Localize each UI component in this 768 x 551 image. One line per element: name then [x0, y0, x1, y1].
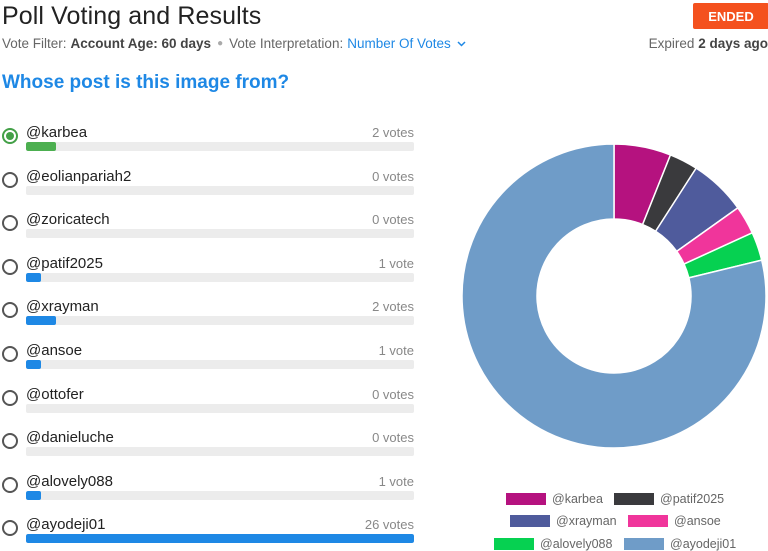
chevron-down-icon	[457, 40, 466, 47]
legend-swatch	[510, 515, 550, 527]
poll-option[interactable]: @karbea 2 votes	[0, 120, 420, 160]
vote-progress-track	[26, 403, 414, 413]
option-label: @danieluche	[26, 429, 114, 447]
poll-question: Whose post is this image from?	[2, 72, 290, 93]
poll-option[interactable]: @ottofer 0 votes	[0, 382, 420, 422]
poll-option[interactable]: @ansoe 1 vote	[0, 338, 420, 378]
option-vote-count: 1 vote	[378, 473, 414, 489]
legend-swatch	[624, 538, 664, 550]
option-label: @ayodeji01	[26, 516, 106, 534]
option-vote-count: 1 vote	[378, 255, 414, 271]
vote-progress-track	[26, 316, 414, 326]
status-badge: ENDED	[693, 3, 768, 29]
option-label: @patif2025	[26, 254, 103, 272]
vote-interpretation-value: Number Of Votes	[347, 36, 451, 51]
radio-icon[interactable]	[2, 215, 18, 232]
legend-label: @xrayman	[556, 514, 617, 528]
legend-label: @patif2025	[660, 492, 725, 506]
vote-filter-value: Account Age: 60 days	[70, 36, 212, 51]
legend-entry[interactable]: @alovely088	[494, 537, 612, 551]
radio-icon[interactable]	[2, 389, 18, 406]
option-vote-count: 0 votes	[372, 212, 414, 228]
radio-icon[interactable]	[2, 520, 18, 537]
vote-progress-track	[26, 142, 414, 151]
separator-dot: ●	[217, 38, 224, 49]
vote-progress-fill	[26, 534, 414, 544]
poll-option[interactable]: @ayodeji01 26 votes	[0, 512, 420, 551]
legend-swatch	[506, 493, 546, 505]
radio-icon[interactable]	[2, 171, 18, 188]
vote-progress-track	[26, 447, 414, 457]
vote-progress-fill	[26, 490, 41, 500]
legend-swatch	[628, 515, 668, 527]
vote-progress-fill	[26, 316, 56, 326]
vote-progress-track	[26, 185, 414, 195]
filter-bar: Vote Filter: Account Age: 60 days ● Vote…	[2, 36, 466, 51]
expired-info: Expired 2 days ago	[649, 36, 768, 51]
expired-value: 2 days ago	[698, 36, 768, 51]
expired-prefix: Expired	[648, 36, 695, 51]
vote-interpretation-label: Vote Interpretation:	[229, 36, 344, 51]
option-label: @karbea	[26, 124, 88, 141]
option-label: @alovely088	[26, 472, 113, 490]
legend-entry[interactable]: @patif2025	[614, 492, 724, 506]
legend-label: @ansoe	[674, 514, 721, 528]
vote-progress-track	[26, 360, 414, 369]
pie-slice[interactable]	[461, 143, 767, 449]
vote-progress-track	[26, 534, 414, 544]
radio-icon[interactable]	[2, 346, 18, 362]
vote-progress-track	[26, 272, 414, 282]
option-vote-count: 2 votes	[372, 125, 414, 140]
radio-icon[interactable]	[2, 476, 18, 493]
option-vote-count: 26 votes	[364, 517, 414, 533]
vote-progress-fill	[26, 360, 41, 369]
vote-interpretation-dropdown[interactable]: Number Of Votes	[347, 36, 466, 51]
results-donut-chart	[461, 143, 767, 449]
poll-option[interactable]: @xrayman 2 votes	[0, 294, 420, 334]
legend-label: @alovely088	[540, 537, 613, 551]
vote-filter-label: Vote Filter:	[2, 36, 67, 51]
vote-progress-fill	[26, 142, 56, 151]
option-vote-count: 0 votes	[372, 168, 414, 184]
option-label: @eolianpariah2	[26, 167, 132, 185]
poll-option[interactable]: @danieluche 0 votes	[0, 425, 420, 465]
option-label: @xrayman	[26, 298, 99, 316]
poll-option[interactable]: @alovely088 1 vote	[0, 469, 420, 509]
option-label: @zoricatech	[26, 211, 110, 229]
radio-icon[interactable]	[2, 258, 18, 275]
option-vote-count: 2 votes	[372, 299, 414, 315]
legend-entry[interactable]: @karbea	[506, 492, 603, 506]
legend-entry[interactable]: @ansoe	[628, 514, 721, 528]
legend-swatch	[614, 493, 654, 505]
option-label: @ottofer	[26, 385, 84, 403]
radio-icon[interactable]	[2, 433, 18, 450]
vote-progress-track	[26, 490, 414, 500]
legend-label: @karbea	[552, 492, 603, 506]
poll-option[interactable]: @eolianpariah2 0 votes	[0, 164, 420, 204]
legend-entry[interactable]: @xrayman	[510, 514, 617, 528]
option-vote-count: 1 vote	[378, 343, 414, 358]
radio-checked-icon[interactable]	[2, 128, 18, 144]
radio-icon[interactable]	[2, 302, 18, 319]
option-vote-count: 0 votes	[372, 430, 414, 446]
poll-option[interactable]: @patif2025 1 vote	[0, 251, 420, 291]
legend-swatch	[494, 538, 534, 550]
poll-option[interactable]: @zoricatech 0 votes	[0, 207, 420, 247]
legend-label: @ayodeji01	[670, 537, 737, 551]
vote-progress-track	[26, 229, 414, 239]
option-label: @ansoe	[26, 342, 83, 359]
option-vote-count: 0 votes	[372, 386, 414, 402]
vote-progress-fill	[26, 272, 41, 282]
legend-entry[interactable]: @ayodeji01	[624, 537, 736, 551]
page-title: Poll Voting and Results	[2, 2, 262, 30]
